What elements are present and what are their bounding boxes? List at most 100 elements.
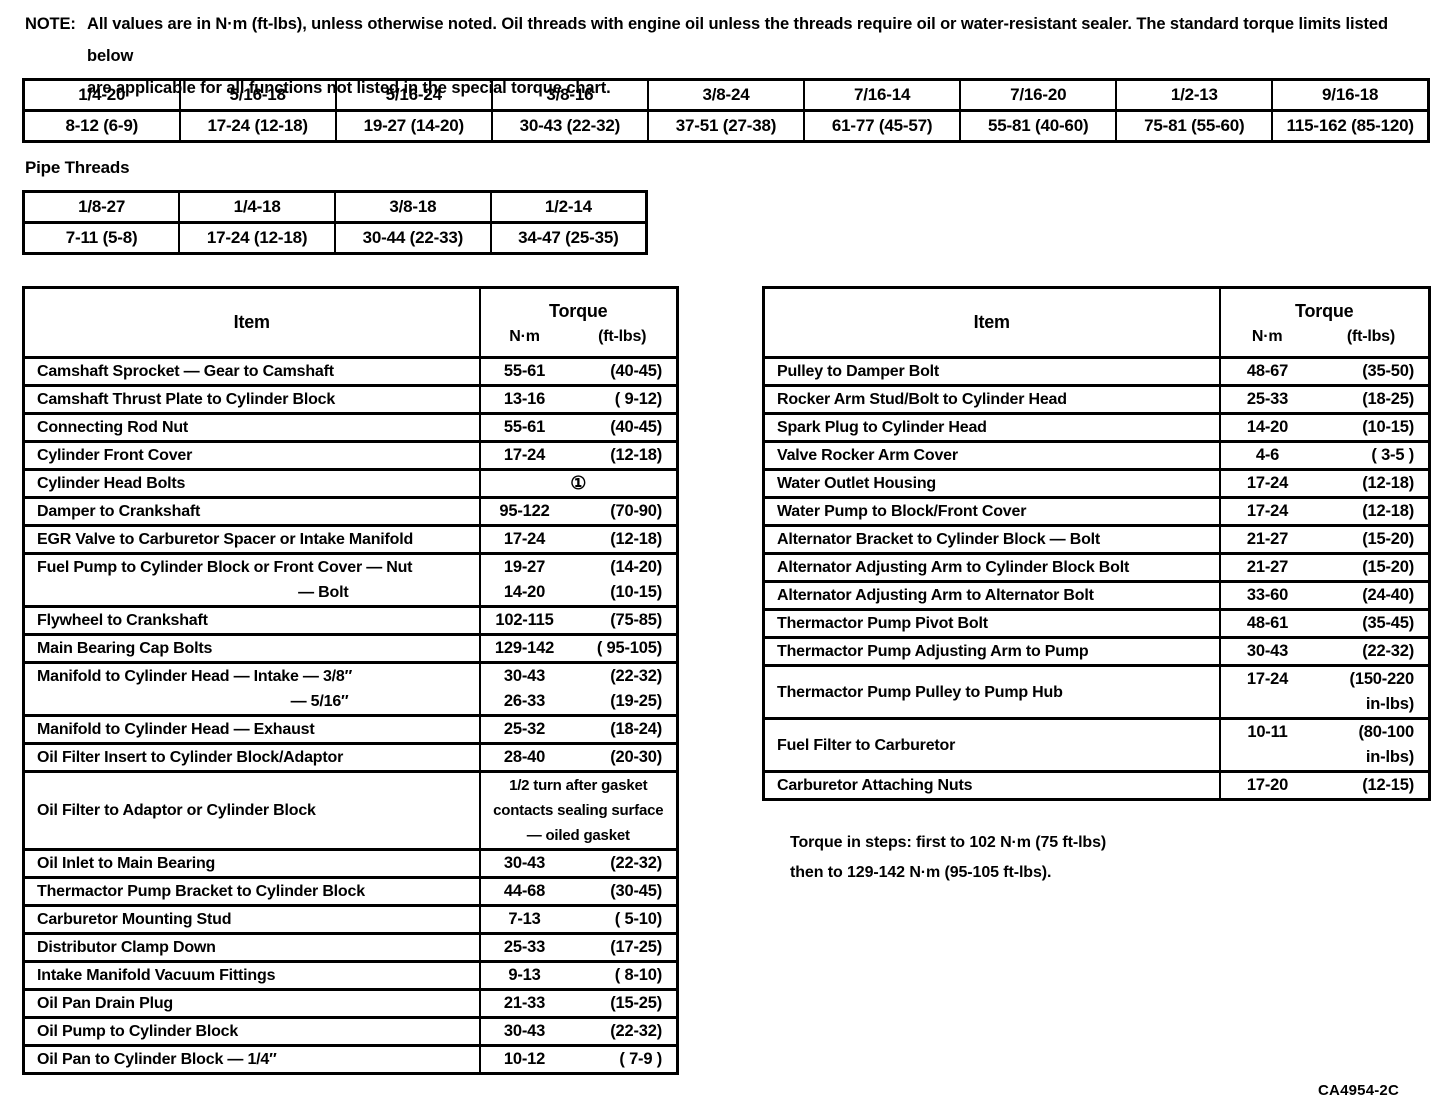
- ftlbs-value: (40-45): [610, 362, 662, 380]
- thread-size-cell: 1/8-27: [22, 190, 181, 224]
- item-cell: Damper to Crankshaft: [23, 496, 481, 526]
- item-cell: Pulley to Damper Bolt: [763, 356, 1221, 386]
- nm-value-cell: 55-61: [479, 412, 569, 442]
- torque-value-cell: 75-81 (55-60): [1115, 109, 1274, 143]
- table-row: Alternator Bracket to Cylinder Block — B…: [763, 524, 1430, 554]
- nm-value-cell: 48-61: [1219, 608, 1315, 638]
- nm-value-cell: 44-68: [479, 876, 569, 906]
- item-text: Carburetor Mounting Stud: [37, 911, 232, 928]
- thread-size-cell: 1/4-20: [22, 78, 181, 112]
- table-row: Camshaft Thrust Plate to Cylinder Block 1…: [23, 384, 678, 414]
- ftlbs-value: (70-90): [610, 502, 662, 520]
- nm-value: 44-68: [503, 882, 546, 900]
- nm-value: 28-40: [503, 748, 546, 766]
- table-row: Alternator Adjusting Arm to Cylinder Blo…: [763, 552, 1430, 582]
- item-text: Camshaft Sprocket — Gear to Camshaft: [37, 363, 334, 380]
- torque-steps-footnote: Torque in steps: first to 102 N·m (75 ft…: [790, 828, 1106, 888]
- item-text: Thermactor Pump Adjusting Arm to Pump: [777, 643, 1089, 660]
- item-cell: Main Bearing Cap Bolts: [23, 633, 481, 663]
- ftlbs-value: (15-20): [1362, 530, 1414, 548]
- nm-value-cell: 33-60: [1219, 580, 1315, 610]
- nm-value: 14-20: [503, 583, 546, 601]
- item-text: Oil Pan Drain Plug: [37, 995, 173, 1012]
- ftlbs-value: (40-45): [610, 418, 662, 436]
- torque-value-cell: 34-47 (25-35): [489, 221, 648, 255]
- ftlbs-value: ( 7-9 ): [619, 1050, 662, 1068]
- ftlbs-value: (12-15): [1362, 776, 1414, 794]
- ftlbs-value-cell: (10-15): [1314, 412, 1430, 442]
- nm-value: 55-61: [503, 418, 546, 436]
- table-header-row: Item Torque N·m (ft-lbs): [23, 287, 678, 358]
- torque-note-cell: 1/2 turn after gasket contacts sealing su…: [479, 770, 678, 850]
- nm-value: 21-27: [1246, 530, 1289, 548]
- nm-value: 95-122: [499, 502, 550, 520]
- table-row: Intake Manifold Vacuum Fittings 9-13 ( 8-1…: [23, 960, 678, 990]
- ftlbs-value: ( 5-10): [614, 910, 662, 928]
- table-row: Main Bearing Cap Bolts 129-142 ( 95-105): [23, 633, 678, 663]
- item-column-header: Item: [23, 287, 481, 358]
- nm-value: 10-12: [503, 1050, 546, 1068]
- torque-note-text: 1/2 turn after gasket: [509, 777, 648, 794]
- nm-value-cell: 17-20: [1219, 770, 1315, 800]
- nm-value-cell: 17-24: [1219, 468, 1315, 498]
- torque-value-cell: 37-51 (27-38): [646, 109, 806, 143]
- ftlbs-value-cell: (17-25): [568, 932, 678, 962]
- table-row: Damper to Crankshaft 95-122 (70-90): [23, 496, 678, 526]
- nm-value-cell: 129-142: [479, 633, 569, 663]
- ftlbs-value: (15-20): [1362, 558, 1414, 576]
- nm-value: 19-27: [503, 558, 546, 576]
- table-row: Fuel Pump to Cylinder Block or Front Cov…: [23, 552, 678, 607]
- figure-code: CA4954-2C: [1318, 1082, 1400, 1099]
- item-cell: Alternator Bracket to Cylinder Block — B…: [763, 524, 1221, 554]
- ftlbs-value: (12-18): [1362, 474, 1414, 492]
- table-row: Manifold to Cylinder Head — Exhaust 25-32…: [23, 714, 678, 744]
- nm-value-cell: 4-6: [1219, 440, 1315, 470]
- ftlbs-value: (22-32): [610, 667, 662, 685]
- ftlbs-value: (35-45): [1362, 614, 1414, 632]
- nm-unit-header: N·m: [509, 327, 540, 345]
- table-row: Thermactor Pump Pulley to Pump Hub 17-24 (…: [763, 664, 1430, 719]
- nm-value-cell: 17-24: [1219, 664, 1315, 719]
- nm-value-cell: 17-24: [479, 440, 569, 470]
- thread-size-cell: 3/8-16: [490, 78, 649, 112]
- table-row: Carburetor Attaching Nuts 17-20 (12-15): [763, 770, 1430, 800]
- ftlbs-value: (75-85): [610, 611, 662, 629]
- table-row: Alternator Adjusting Arm to Alternator B…: [763, 580, 1430, 610]
- thread-size-cell: 1/2-14: [489, 190, 648, 224]
- torque-header-title: Torque: [549, 300, 608, 321]
- item-text: Damper to Crankshaft: [37, 503, 201, 520]
- ftlbs-value-cell: (40-45): [568, 356, 678, 386]
- ftlbs-value-cell: (30-45): [568, 876, 678, 906]
- table-row: Manifold to Cylinder Head — Intake — 3/8…: [23, 661, 678, 716]
- table-row: Oil Filter to Adaptor or Cylinder Block 1…: [23, 770, 678, 850]
- ftlbs-value-cell: (12-18): [568, 524, 678, 554]
- nm-value-cell: 48-67: [1219, 356, 1315, 386]
- item-cell: Valve Rocker Arm Cover: [763, 440, 1221, 470]
- ftlbs-value: (18-24): [610, 720, 662, 738]
- torque-value-cell: 30-43 (22-32): [490, 109, 649, 143]
- left-torque-table: Item Torque N·m (ft-lbs) Camshaft Sprock…: [22, 286, 679, 1075]
- nm-value: 9-13: [508, 966, 541, 984]
- ftlbs-value: ( 95-105): [596, 639, 662, 657]
- torque-value-cell: 55-81 (40-60): [959, 109, 1118, 143]
- item-text: Manifold to Cylinder Head — Intake — 3/8…: [37, 668, 353, 685]
- item-cell: Oil Filter Insert to Cylinder Block/Adap…: [23, 742, 481, 772]
- ftlbs-value-cell: (150-220 in-lbs): [1314, 664, 1430, 719]
- nm-value-cell: 21-33: [479, 988, 569, 1018]
- nm-value-cell: 19-27 14-20: [479, 552, 569, 607]
- ftlbs-value: (14-20): [610, 558, 662, 576]
- nm-value: 25-33: [503, 938, 546, 956]
- torque-note-text: ①: [570, 473, 587, 493]
- item-text: Spark Plug to Cylinder Head: [777, 419, 987, 436]
- table-row: Cylinder Front Cover 17-24 (12-18): [23, 440, 678, 470]
- nm-value-cell: 28-40: [479, 742, 569, 772]
- nm-value-cell: 55-61: [479, 356, 569, 386]
- nm-value: 7-13: [508, 910, 541, 928]
- table-row: EGR Valve to Carburetor Spacer or Intake…: [23, 524, 678, 554]
- table-row: Oil Inlet to Main Bearing 30-43 (22-32): [23, 848, 678, 878]
- nm-value-cell: 13-16: [479, 384, 569, 414]
- ftlbs-value-cell: ( 9-12): [568, 384, 678, 414]
- ftlbs-value-cell: (22-32): [1314, 636, 1430, 666]
- ftlbs-value: (12-18): [610, 530, 662, 548]
- torque-note-cell: ①: [479, 468, 678, 498]
